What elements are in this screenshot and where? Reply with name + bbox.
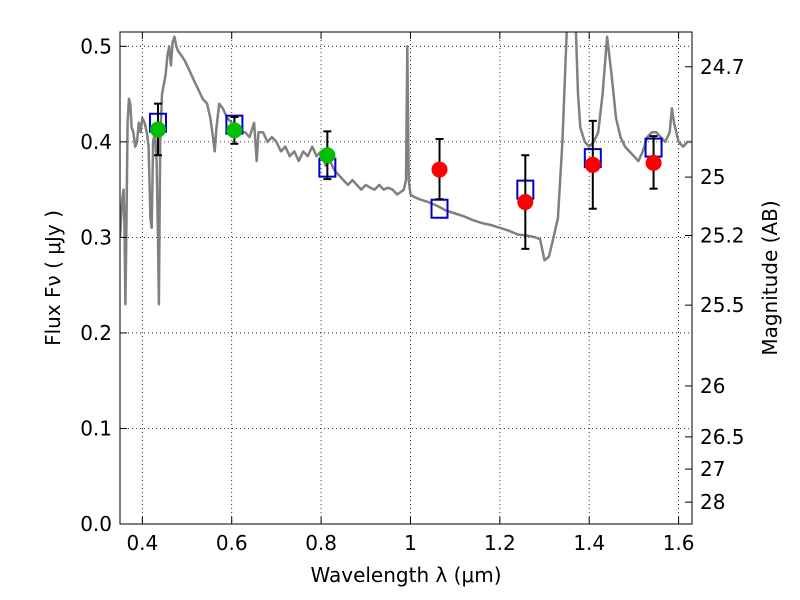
- green-data-point: [319, 147, 336, 164]
- red-data-point: [645, 154, 662, 171]
- red-data-point: [584, 156, 601, 173]
- x-tick-label: 1.2: [484, 531, 516, 555]
- red-data-point: [517, 194, 534, 211]
- red-data-point: [431, 161, 448, 178]
- green-data-point: [226, 122, 243, 139]
- x-tick-label: 0.6: [216, 531, 248, 555]
- x-axis-ticks: 0.4 0.6 0.8 1 1.2 1.4 1.6: [126, 32, 695, 555]
- x-axis-label: Wavelength λ (μm): [310, 563, 501, 587]
- y-tick-label: 0.1: [80, 416, 112, 440]
- magnitude-tick-label: 26.5: [700, 425, 745, 449]
- x-tick-label: 1: [404, 531, 417, 555]
- x-tick-label: 0.8: [305, 531, 337, 555]
- magnitude-axis-label: Magnitude (AB): [758, 200, 782, 355]
- x-tick-label: 0.4: [126, 531, 158, 555]
- x-tick-label: 1.6: [663, 531, 695, 555]
- x-tick-label: 1.4: [573, 531, 605, 555]
- magnitude-axis-ticks: 24.7 25 25.2 25.5 26 26.5 27 28: [685, 55, 745, 514]
- y-axis-label: Flux Fν ( μJy ): [41, 210, 65, 346]
- plot-frame: [119, 31, 693, 525]
- y-tick-label: 0.5: [80, 34, 112, 58]
- magnitude-tick-label: 25.2: [700, 223, 745, 247]
- magnitude-tick-label: 27: [700, 457, 725, 481]
- magnitude-tick-label: 24.7: [700, 55, 745, 79]
- magnitude-tick-label: 26: [700, 374, 725, 398]
- y-tick-label: 0.4: [80, 130, 112, 154]
- magnitude-tick-label: 25.5: [700, 293, 745, 317]
- y-tick-label: 0.3: [80, 225, 112, 249]
- magnitude-tick-label: 28: [700, 490, 725, 514]
- green-data-point: [149, 121, 166, 138]
- y-tick-label: 0.0: [80, 512, 112, 536]
- observed-points: [149, 121, 662, 211]
- magnitude-tick-label: 25: [700, 165, 725, 189]
- y-axis-ticks: 0.0 0.1 0.2 0.3 0.4 0.5: [80, 34, 127, 536]
- y-tick-label: 0.2: [80, 321, 112, 345]
